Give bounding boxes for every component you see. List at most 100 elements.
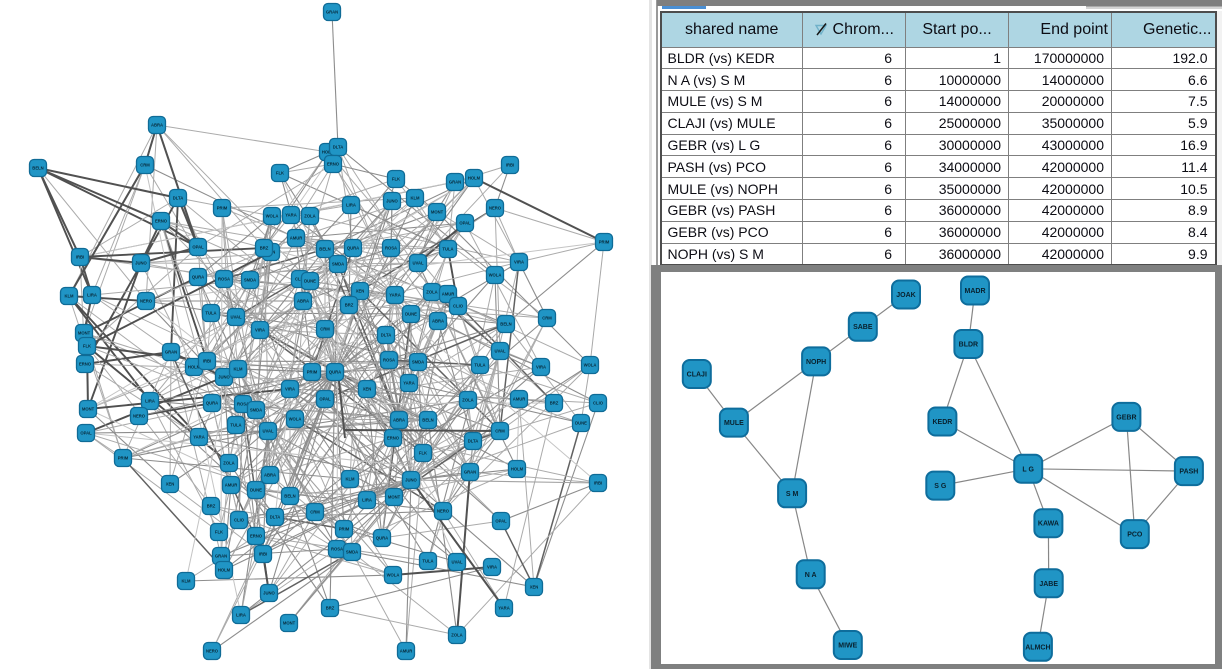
svg-text:YARA: YARA — [498, 606, 509, 611]
svg-text:FLK: FLK — [392, 177, 400, 182]
svg-text:ALMCH: ALMCH — [1025, 644, 1050, 651]
svg-text:OPAL: OPAL — [80, 431, 92, 436]
svg-text:DUNE: DUNE — [250, 488, 262, 493]
svg-text:DLTA: DLTA — [270, 515, 281, 520]
svg-text:UVAL: UVAL — [412, 261, 424, 266]
svg-text:AMUR: AMUR — [442, 292, 455, 297]
svg-text:IRBI: IRBI — [506, 163, 514, 168]
svg-text:NERO: NERO — [489, 206, 502, 211]
svg-text:HOLM: HOLM — [468, 176, 481, 181]
svg-text:JUNO: JUNO — [218, 375, 230, 380]
svg-text:AMUR: AMUR — [290, 236, 303, 241]
svg-text:YARA: YARA — [389, 293, 400, 298]
svg-text:GRAN: GRAN — [215, 554, 227, 559]
svg-text:YARA: YARA — [193, 435, 204, 440]
svg-text:PRIM: PRIM — [217, 206, 228, 211]
svg-text:AMUR: AMUR — [225, 483, 238, 488]
svg-text:ERNO: ERNO — [327, 162, 340, 167]
svg-text:IRBI: IRBI — [259, 552, 267, 557]
svg-text:CRM: CRM — [140, 163, 150, 168]
svg-text:ROSA: ROSA — [383, 358, 395, 363]
svg-text:LIRA: LIRA — [362, 498, 372, 503]
svg-text:ABRA: ABRA — [393, 418, 405, 423]
svg-text:CLIO: CLIO — [453, 304, 464, 309]
svg-text:ZOLA: ZOLA — [462, 398, 473, 403]
svg-text:LIRA: LIRA — [87, 293, 97, 298]
svg-text:DUNE: DUNE — [405, 312, 417, 317]
svg-text:DLTA: DLTA — [173, 196, 184, 201]
svg-text:GEBR: GEBR — [1116, 414, 1136, 421]
svg-text:IRBI: IRBI — [203, 359, 211, 364]
svg-text:MIWE: MIWE — [838, 642, 857, 649]
svg-text:BRZ: BRZ — [345, 303, 354, 308]
svg-text:KLM: KLM — [64, 294, 74, 299]
svg-text:VIRA: VIRA — [514, 260, 524, 265]
svg-text:VIRA: VIRA — [255, 328, 265, 333]
svg-text:KEDR: KEDR — [932, 419, 952, 426]
svg-text:DLTA: DLTA — [381, 333, 392, 338]
svg-text:DUNE: DUNE — [304, 279, 316, 284]
svg-text:DLTA: DLTA — [468, 439, 479, 444]
svg-text:L G: L G — [1022, 466, 1034, 473]
svg-text:PCO: PCO — [1127, 531, 1143, 538]
svg-text:FLK: FLK — [419, 451, 427, 456]
svg-text:ZOLA: ZOLA — [304, 214, 315, 219]
svg-text:XEN: XEN — [363, 387, 372, 392]
svg-text:ERNO: ERNO — [155, 219, 168, 224]
svg-text:IRBI: IRBI — [76, 255, 84, 260]
svg-text:PRIM: PRIM — [118, 456, 129, 461]
svg-text:NOPH: NOPH — [806, 358, 826, 365]
svg-text:CRM: CRM — [310, 510, 320, 515]
svg-text:ABRA: ABRA — [264, 473, 276, 478]
svg-text:SMDA: SMDA — [244, 278, 256, 283]
svg-text:PRIM: PRIM — [339, 527, 350, 532]
svg-text:GRAN: GRAN — [326, 10, 338, 15]
svg-text:QURA: QURA — [347, 246, 359, 251]
svg-text:SMDA: SMDA — [250, 408, 262, 413]
svg-text:OPAL: OPAL — [495, 519, 507, 524]
svg-text:QURA: QURA — [376, 536, 388, 541]
svg-text:QURA: QURA — [192, 275, 204, 280]
svg-text:UVAL: UVAL — [494, 349, 506, 354]
svg-text:YARA: YARA — [285, 213, 296, 218]
svg-text:BLDR: BLDR — [959, 341, 978, 348]
svg-text:MONT: MONT — [283, 621, 296, 626]
svg-text:JUNO: JUNO — [263, 591, 275, 596]
svg-text:BELN: BELN — [422, 418, 433, 423]
svg-text:PRIM: PRIM — [307, 370, 318, 375]
svg-text:GRAN: GRAN — [165, 350, 177, 355]
svg-text:CRM: CRM — [542, 316, 552, 321]
svg-text:BRZ: BRZ — [207, 504, 216, 509]
svg-text:BELN: BELN — [500, 322, 511, 327]
svg-text:UVAL: UVAL — [262, 429, 274, 434]
svg-text:ROSA: ROSA — [218, 277, 230, 282]
svg-text:SMDA: SMDA — [412, 360, 424, 365]
svg-text:IRBI: IRBI — [594, 481, 602, 486]
svg-text:HOLM: HOLM — [218, 568, 231, 573]
svg-text:HOLM: HOLM — [322, 150, 335, 155]
svg-text:QURA: QURA — [329, 370, 341, 375]
svg-text:WOLA: WOLA — [584, 363, 597, 368]
svg-text:BELN: BELN — [32, 166, 43, 171]
svg-text:DLTA: DLTA — [333, 145, 344, 150]
svg-text:XEN: XEN — [530, 585, 539, 590]
svg-text:ROSA: ROSA — [385, 246, 397, 251]
svg-text:WOLA: WOLA — [289, 417, 302, 422]
svg-text:WOLA: WOLA — [489, 273, 502, 278]
svg-text:N A: N A — [805, 571, 817, 578]
svg-text:QURA: QURA — [206, 401, 218, 406]
svg-text:JUNO: JUNO — [386, 199, 398, 204]
svg-text:BRZ: BRZ — [326, 606, 335, 611]
svg-text:JABE: JABE — [1039, 580, 1058, 587]
svg-text:MONT: MONT — [82, 407, 95, 412]
svg-text:KLM: KLM — [345, 477, 355, 482]
svg-text:CLIO: CLIO — [593, 401, 604, 406]
svg-text:YARA: YARA — [403, 381, 414, 386]
svg-text:NERO: NERO — [206, 649, 219, 654]
svg-text:BELN: BELN — [319, 247, 330, 252]
svg-text:TULA: TULA — [230, 423, 241, 428]
svg-text:FLK: FLK — [83, 344, 91, 349]
svg-text:S G: S G — [934, 483, 947, 490]
svg-text:UVAL: UVAL — [451, 560, 463, 565]
svg-text:WOLA: WOLA — [387, 573, 400, 578]
